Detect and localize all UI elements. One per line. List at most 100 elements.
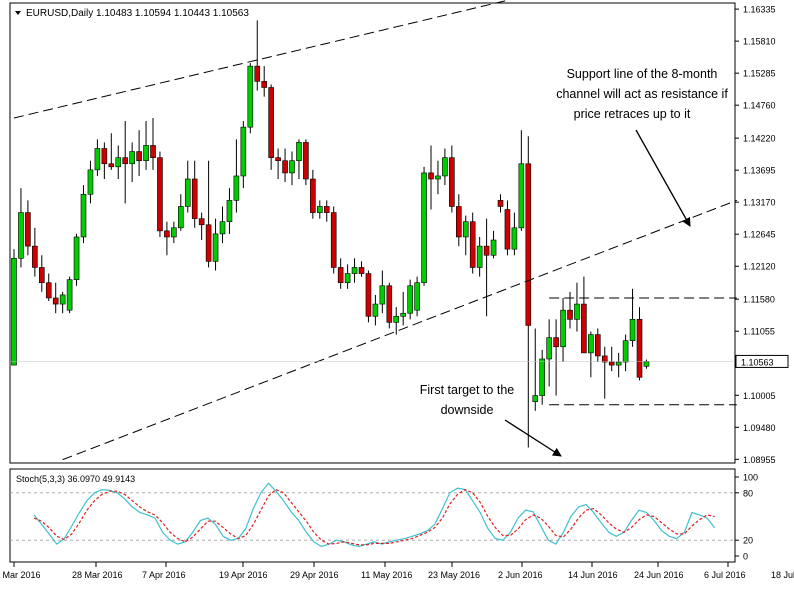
bull-candle-body: [629, 319, 636, 341]
main-chart-frame: [9, 2, 736, 464]
date-tick-label: 6 Jul 2016: [704, 570, 746, 580]
lower-channel-line: [62, 199, 737, 461]
bull-candle-body: [129, 151, 135, 165]
bear-candle-body: [608, 361, 615, 366]
bear-candle-body: [594, 334, 601, 357]
bear-candle-body: [282, 160, 288, 174]
stoch-tick-label: 80: [743, 488, 753, 498]
bear-candle-body: [268, 87, 274, 158]
bear-candle-body: [358, 267, 365, 274]
bull-candle-body: [247, 65, 254, 128]
bull-candle-body: [351, 267, 358, 274]
price-tick-label: 1.10005: [743, 391, 776, 401]
bull-candle-body: [80, 193, 87, 238]
bear-candle-body: [497, 200, 504, 207]
bull-candle-body: [518, 163, 525, 229]
target-arrow: [504, 419, 562, 457]
stoch-layer: [10, 482, 735, 548]
header-layer: EURUSD,Daily 1.10483 1.10594 1.10443 1.1…: [15, 8, 249, 484]
bear-candle-body: [25, 212, 31, 247]
bear-candle-body: [157, 157, 163, 232]
bear-candle-body: [449, 157, 455, 207]
bear-candle-body: [553, 337, 559, 348]
stoch-tick-label: 0: [743, 552, 748, 562]
axis-layer: 1.10563 1.16335 1.15810 1.15285 1.14760 1.142…: [0, 5, 794, 580]
price-tick-label: 1.08955: [743, 455, 776, 465]
bull-candle-body: [171, 227, 177, 238]
bull-candle-body: [511, 227, 518, 250]
price-tick-label: 1.15810: [743, 37, 776, 47]
bear-candle-body: [32, 245, 38, 268]
bull-candle-body: [289, 160, 295, 174]
bear-candle-body: [567, 309, 573, 320]
bear-candle-body: [455, 206, 462, 238]
price-tick-label: 1.11055: [743, 327, 775, 337]
date-tick-label: 7 Apr 2016: [142, 570, 186, 580]
stoch-label: Stoch(5,3,3) 36.0970 49.9143: [16, 474, 135, 484]
bull-candle-body: [296, 142, 302, 162]
bull-candle-body: [588, 334, 594, 354]
bull-candle-body: [615, 361, 622, 366]
stoch-main-line: [33, 482, 716, 548]
bear-candle-body: [310, 178, 316, 213]
bear-candle-body: [52, 297, 59, 305]
price-tick-label: 1.12645: [743, 230, 776, 240]
bull-candle-body: [393, 315, 400, 323]
bull-candle-body: [643, 361, 650, 367]
bear-candle-body: [261, 81, 268, 88]
bear-candle-body: [136, 151, 142, 162]
resistance-note-line: channel will act as resistance if: [556, 87, 728, 101]
stoch-tick-label: 100: [743, 473, 758, 483]
bull-candle-body: [344, 273, 351, 284]
price-tick-label: 1.13170: [743, 198, 776, 208]
bear-candle-body: [525, 163, 532, 326]
price-layer: Support line of the 8-month channel will …: [10, 0, 737, 461]
bull-candle-body: [476, 245, 483, 268]
date-tick-label: 2 Jun 2016: [498, 570, 543, 580]
price-tick-label: 1.14220: [743, 134, 776, 144]
bull-candle-body: [240, 126, 247, 177]
bull-candle-body: [184, 178, 191, 207]
bear-candle-body: [101, 148, 108, 165]
bull-candle-body: [379, 285, 386, 305]
bear-candle-body: [636, 319, 643, 378]
bear-candle-body: [330, 212, 337, 268]
bear-candle-body: [483, 245, 490, 256]
price-tick-label: 1.11580: [743, 295, 775, 305]
date-tick-label: 14 Jun 2016: [568, 570, 618, 580]
date-tick-label: 19 Apr 2016: [219, 570, 268, 580]
stoch-tick-label: 20: [743, 536, 753, 546]
bull-candle-body: [212, 233, 219, 262]
bull-candle-body: [435, 175, 441, 180]
resistance-arrow: [635, 129, 691, 227]
bull-candle-body: [226, 200, 233, 223]
bull-candle-body: [94, 148, 101, 171]
bear-candle-body: [428, 172, 434, 180]
bear-candle-body: [205, 224, 212, 262]
resistance-note-line: price retraces up to it: [574, 107, 691, 121]
date-tick-label: 28 Mar 2016: [72, 570, 123, 580]
price-tick-label: 1.14760: [743, 101, 776, 111]
last-price-label: 1.10563: [741, 357, 774, 367]
date-tick-label: 24 Jun 2016: [634, 570, 684, 580]
bull-candle-body: [490, 239, 497, 256]
target-note-line: First target to the: [420, 383, 515, 397]
menu-triangle-icon[interactable]: [15, 11, 21, 15]
bear-candle-body: [469, 221, 476, 268]
bull-candle-body: [622, 340, 629, 363]
price-tick-label: 1.12120: [743, 262, 776, 272]
bear-candle-body: [303, 142, 309, 180]
bear-candle-body: [150, 145, 156, 158]
bull-candle-body: [407, 285, 413, 314]
stoch-signal-line: [33, 488, 715, 546]
bull-candle-body: [421, 172, 427, 284]
bear-candle-body: [337, 267, 344, 284]
price-tick-label: 1.15285: [743, 69, 776, 79]
bull-candle-body: [143, 145, 149, 162]
bull-candle-body: [11, 258, 17, 366]
date-tick-label: 23 May 2016: [428, 570, 480, 580]
stoch-panel-frame: [9, 468, 736, 563]
bear-candle-body: [122, 157, 128, 165]
bull-candle-body: [73, 236, 80, 280]
